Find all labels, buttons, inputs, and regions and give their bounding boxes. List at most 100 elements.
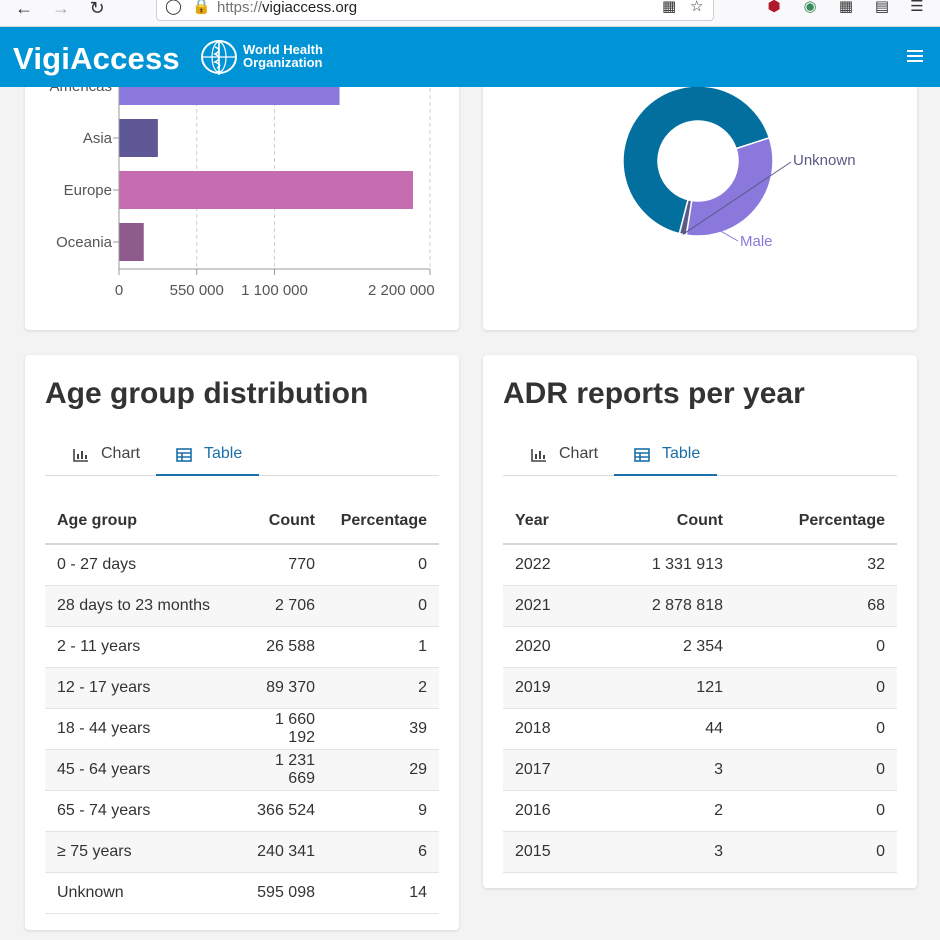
col-header-count[interactable]: Count bbox=[235, 498, 327, 545]
bar[interactable] bbox=[119, 223, 144, 261]
percentage-cell: 14 bbox=[327, 872, 439, 914]
count-cell: 89 370 bbox=[235, 667, 327, 709]
percentage-cell: 1 bbox=[327, 626, 439, 668]
shield-icon[interactable]: ◯ bbox=[165, 0, 182, 15]
col-header-year[interactable]: Year bbox=[503, 498, 613, 545]
row-label-cell: 65 - 74 years bbox=[45, 790, 235, 832]
row-label-cell: 28 days to 23 months bbox=[45, 585, 235, 627]
col-header-percentage[interactable]: Percentage bbox=[327, 498, 439, 545]
extension-icon[interactable]: ◉ bbox=[803, 0, 817, 15]
reload-icon[interactable]: ↻ bbox=[89, 0, 105, 18]
row-label-cell: 2018 bbox=[503, 708, 613, 750]
age-card-title: Age group distribution bbox=[45, 377, 369, 410]
count-cell: 770 bbox=[235, 544, 327, 586]
bar[interactable] bbox=[119, 171, 414, 209]
row-label-cell: ≥ 75 years bbox=[45, 831, 235, 873]
label-leader-line bbox=[682, 161, 792, 235]
x-tick-label: 2 200 000 bbox=[368, 282, 435, 299]
table-row: 2021 2 878 818 68 bbox=[503, 585, 897, 627]
percentage-cell: 9 bbox=[327, 790, 439, 832]
y-tick-label: Oceania bbox=[56, 234, 113, 251]
table-row: 18 - 44 years 1 660 192 39 bbox=[45, 708, 439, 750]
percentage-cell: 0 bbox=[327, 585, 439, 627]
years-card: ADR reports per year Chart Table Year Co… bbox=[483, 355, 917, 888]
percentage-cell: 0 bbox=[735, 790, 897, 832]
percentage-cell: 0 bbox=[735, 708, 897, 750]
count-cell: 121 bbox=[613, 667, 735, 709]
count-cell: 3 bbox=[613, 831, 735, 873]
tab-table[interactable]: Table bbox=[614, 439, 717, 476]
tab-chart[interactable]: Chart bbox=[45, 439, 156, 476]
count-cell: 3 bbox=[613, 749, 735, 791]
url-text[interactable]: https://vigiaccess.org bbox=[217, 0, 358, 16]
slice-label-male: Male bbox=[740, 233, 773, 250]
lock-icon[interactable]: 🔒 bbox=[192, 0, 211, 15]
row-label-cell: 2022 bbox=[503, 544, 613, 586]
years-tabs: Chart Table bbox=[503, 439, 897, 476]
pie-slice[interactable] bbox=[685, 136, 774, 237]
url-bar[interactable]: ◯ 🔒 https://vigiaccess.org ▦ ☆ bbox=[156, 0, 714, 21]
row-label-cell: 18 - 44 years bbox=[45, 708, 235, 750]
hamburger-menu-icon[interactable] bbox=[907, 50, 923, 62]
tab-chart[interactable]: Chart bbox=[503, 439, 614, 476]
table-row: ≥ 75 years 240 341 6 bbox=[45, 831, 439, 873]
table-row: 2 - 11 years 26 588 1 bbox=[45, 626, 439, 668]
table-row: 2017 3 0 bbox=[503, 749, 897, 791]
qr-code-icon[interactable]: ▦ bbox=[662, 0, 677, 15]
bar[interactable] bbox=[119, 119, 158, 157]
row-label-cell: 2020 bbox=[503, 626, 613, 668]
row-label-cell: 2017 bbox=[503, 749, 613, 791]
age-card: Age group distribution Chart Table Age g… bbox=[25, 355, 459, 930]
ublock-icon[interactable]: ⬢ bbox=[767, 0, 781, 15]
percentage-cell: 32 bbox=[735, 544, 897, 586]
forward-icon[interactable]: → bbox=[52, 0, 70, 18]
row-label-cell: 2021 bbox=[503, 585, 613, 627]
count-cell: 240 341 bbox=[235, 831, 327, 873]
browser-menu-icon[interactable]: ☰ bbox=[910, 0, 924, 15]
x-tick-label: 1 100 000 bbox=[241, 282, 308, 299]
y-tick-label: Asia bbox=[83, 130, 113, 147]
tab-table[interactable]: Table bbox=[156, 439, 259, 476]
age-tabs: Chart Table bbox=[45, 439, 439, 476]
count-cell: 26 588 bbox=[235, 626, 327, 668]
sex-card: Male Unknown bbox=[483, 70, 917, 330]
sex-donut-chart: Male Unknown bbox=[622, 71, 856, 250]
col-header-age-group[interactable]: Age group bbox=[45, 498, 235, 545]
count-cell: 1 660 192 bbox=[235, 708, 327, 750]
years-table: Year Count Percentage 2022 1 331 913 32 202… bbox=[503, 498, 897, 873]
count-cell: 595 098 bbox=[235, 872, 327, 914]
count-cell: 1 231 669 bbox=[235, 749, 327, 791]
extensions-puzzle-icon[interactable]: ▦ bbox=[838, 0, 854, 15]
table-row: 45 - 64 years 1 231 669 29 bbox=[45, 749, 439, 791]
percentage-cell: 0 bbox=[735, 831, 897, 873]
back-icon[interactable]: ← bbox=[15, 0, 33, 18]
years-card-title: ADR reports per year bbox=[503, 377, 805, 410]
row-label-cell: Unknown bbox=[45, 872, 235, 914]
count-cell: 1 331 913 bbox=[613, 544, 735, 586]
col-header-count[interactable]: Count bbox=[613, 498, 735, 545]
percentage-cell: 0 bbox=[735, 667, 897, 709]
browser-toolbar: ← → ↻ ◯ 🔒 https://vigiaccess.org ▦ ☆ ⬢ ◉… bbox=[0, 0, 940, 27]
site-header: VigiAccess World Health Organization bbox=[0, 27, 940, 87]
col-header-percentage[interactable]: Percentage bbox=[735, 498, 897, 545]
table-row: 65 - 74 years 366 524 9 bbox=[45, 790, 439, 832]
x-tick-label: 0 bbox=[115, 282, 123, 299]
row-label-cell: 2 - 11 years bbox=[45, 626, 235, 668]
bar-chart-icon bbox=[73, 449, 88, 462]
row-label-cell: 2016 bbox=[503, 790, 613, 832]
slice-label-unknown: Unknown bbox=[793, 152, 856, 169]
count-cell: 2 706 bbox=[235, 585, 327, 627]
percentage-cell: 0 bbox=[735, 626, 897, 668]
table-icon bbox=[634, 448, 650, 462]
y-tick-label: Europe bbox=[64, 182, 112, 199]
pie-slice[interactable] bbox=[622, 85, 771, 235]
table-row: 2020 2 354 0 bbox=[503, 626, 897, 668]
pie-slice[interactable] bbox=[678, 198, 693, 236]
percentage-cell: 6 bbox=[327, 831, 439, 873]
percentage-cell: 29 bbox=[327, 749, 439, 791]
bookmark-star-icon[interactable]: ☆ bbox=[690, 0, 704, 15]
site-title[interactable]: VigiAccess bbox=[13, 41, 180, 76]
reader-icon[interactable]: ▤ bbox=[874, 0, 890, 15]
bar-chart-icon bbox=[531, 449, 546, 462]
